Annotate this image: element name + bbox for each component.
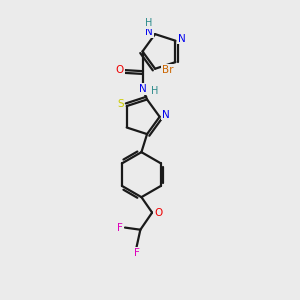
Text: H: H bbox=[151, 86, 158, 96]
Text: N: N bbox=[145, 27, 153, 37]
Text: O: O bbox=[154, 208, 162, 218]
Text: F: F bbox=[134, 248, 140, 258]
Text: N: N bbox=[162, 110, 170, 120]
Text: Br: Br bbox=[162, 65, 174, 75]
Text: O: O bbox=[116, 65, 124, 75]
Text: N: N bbox=[178, 34, 185, 44]
Text: S: S bbox=[117, 99, 124, 109]
Text: N: N bbox=[139, 84, 146, 94]
Text: F: F bbox=[117, 223, 123, 232]
Text: H: H bbox=[146, 18, 153, 28]
